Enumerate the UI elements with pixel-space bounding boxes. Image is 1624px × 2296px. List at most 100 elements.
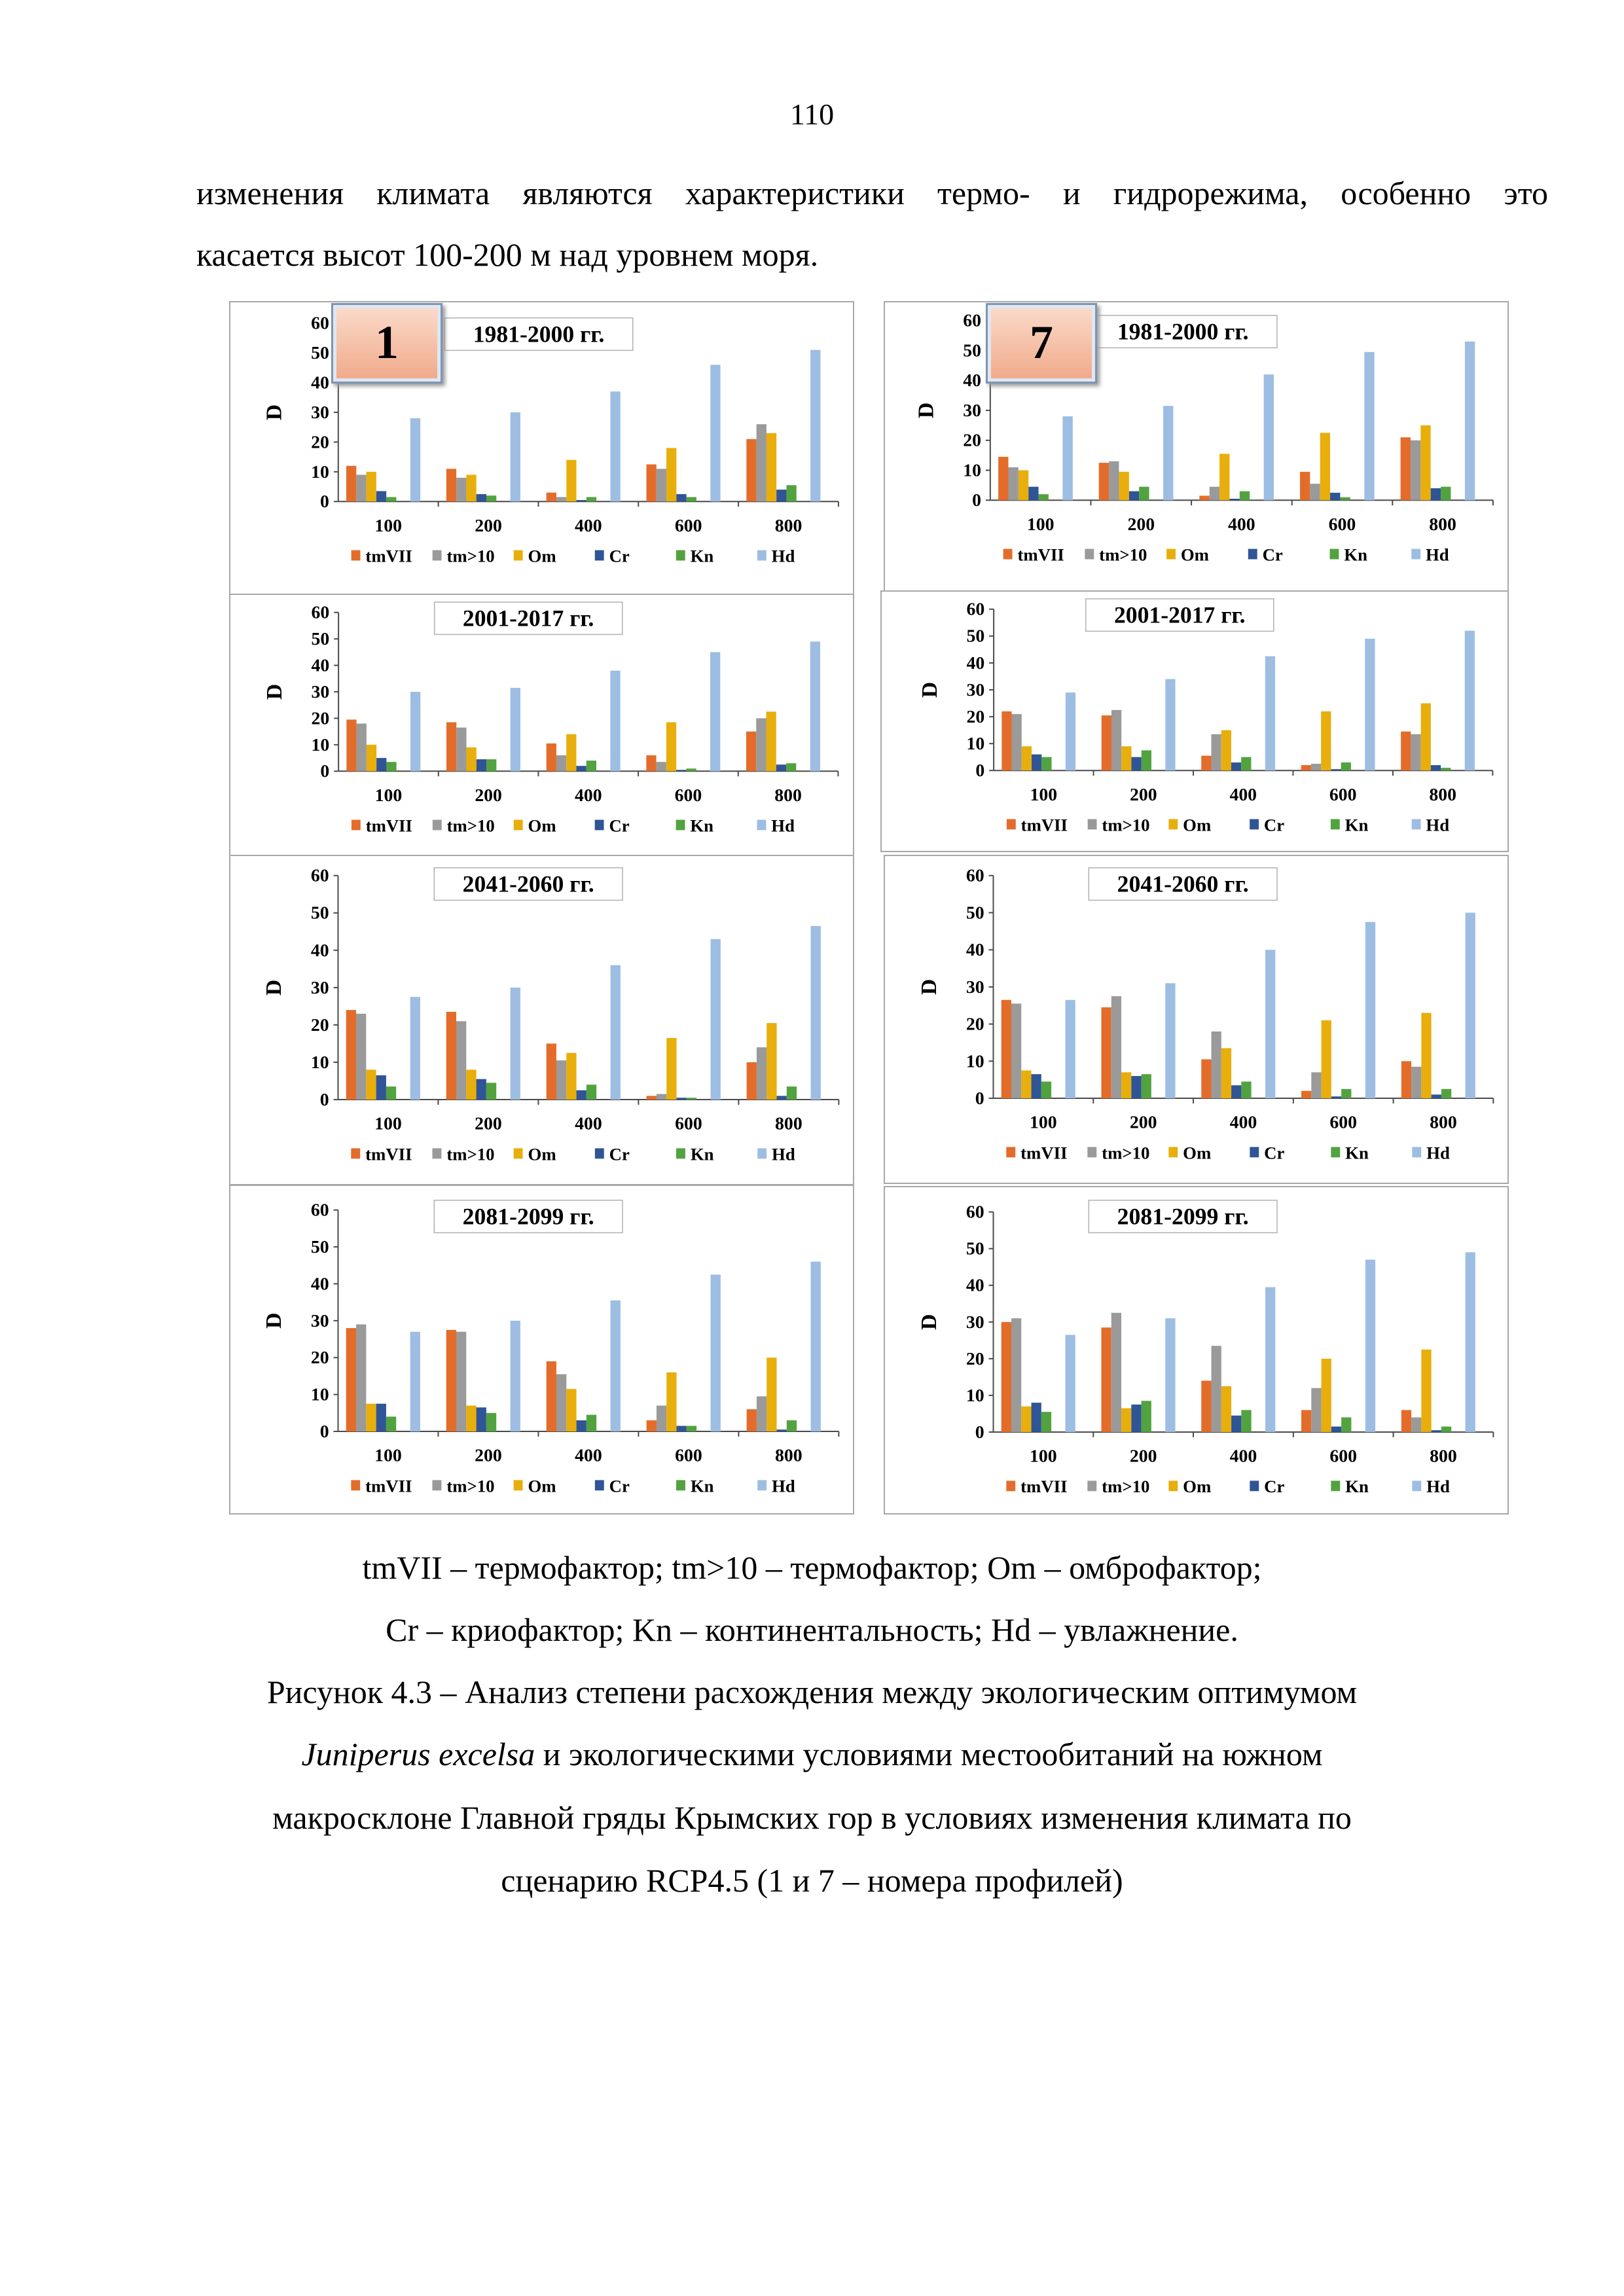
bar-tm10-100 [356,1013,367,1100]
legend-label-Cr: Cr [609,546,630,565]
legend-label-Kn: Kn [691,1144,714,1164]
chart-title-box [433,867,623,901]
legend-swatch-tmVII [1006,819,1016,830]
bar-tm10-400 [556,755,567,772]
legend-swatch-Kn [1330,819,1340,830]
y-tick-label: 50 [311,903,329,924]
legend-label-Kn: Kn [1345,1143,1369,1162]
legend-label-Om: Om [1183,1477,1211,1496]
legend-label-tm10: tm>10 [1102,1143,1149,1162]
bar-tm10-100 [1011,713,1022,771]
bar-tm10-800 [1411,1417,1422,1432]
chart-title-box [1088,1200,1278,1234]
x-tick-label: 200 [475,785,502,805]
x-tick-label: 400 [575,1446,602,1466]
y-tick-label: 30 [311,403,329,423]
legend-swatch-tmVII [1006,1480,1016,1492]
bar-Cr-800 [1430,765,1441,771]
bar-chart-8: 0 10 20 30 40 50 60 D 100 200 400 600 800 2081-2099 г… [917,1200,1494,1496]
x-tick-label: 600 [675,1114,702,1134]
x-tick-label: 400 [575,1114,602,1134]
legend-swatch-tmVII [351,819,361,831]
y-tick-label: 50 [312,628,330,649]
bar-Cr-200 [1131,757,1142,771]
bar-Om-400 [566,1052,577,1100]
bar-Om-100 [366,471,376,502]
y-axis-label: D [914,403,939,418]
y-tick-label: 40 [312,655,330,675]
bar-Cr-800 [1430,488,1441,501]
bar-Om-200 [466,1069,477,1100]
bar-Cr-200 [476,493,486,502]
bar-tm10-100 [356,1324,367,1431]
legend-label-Kn: Kn [1344,545,1367,564]
profile-badge-7: 7 [986,303,1097,384]
x-tick-label: 200 [475,1446,502,1466]
bar-Hd-600 [710,1274,721,1431]
bar-Kn-100 [1041,1081,1052,1099]
bar-Hd-800 [810,925,821,1100]
x-tick-label: 600 [675,1446,702,1466]
bar-Om-600 [666,1037,677,1100]
x-tick-label: 100 [374,1114,402,1134]
bar-Om-800 [1420,703,1431,771]
y-tick-label: 60 [312,602,330,622]
y-tick-label: 40 [963,370,981,391]
bar-Cr-400 [1231,1085,1242,1099]
legend-label-Om: Om [1181,545,1209,564]
x-tick-label: 600 [675,516,702,536]
bar-Om-200 [1119,471,1129,501]
bar-Om-800 [1420,425,1431,501]
bar-Kn-800 [786,485,797,502]
chart-panel-1: 0 10 20 30 40 50 60 D 100 200 400 600 800 1981-2000 г… [229,301,854,595]
legend-swatch-Om [1166,548,1176,560]
bar-tmVII-200 [1101,1007,1111,1099]
chart-title: 2001-2017 гг. [1114,602,1246,628]
legend-swatch-tmVII [1006,1147,1016,1158]
bar-Om-800 [766,711,776,772]
bar-Kn-100 [1041,1412,1052,1432]
y-axis-label: D [262,1313,286,1329]
bar-tmVII-800 [746,731,757,772]
y-tick-label: 20 [967,706,985,726]
bar-tmVII-100 [1001,999,1011,1099]
bar-tm10-600 [1311,1388,1322,1432]
legend-label-Cr: Cr [1264,1143,1284,1162]
bar-Hd-100 [410,418,421,502]
bar-tmVII-400 [546,1361,556,1431]
legend-label-Hd: Hd [772,1144,795,1164]
legend-label-tmVII: tmVII [1020,1143,1067,1162]
bar-Om-200 [1121,1072,1132,1099]
bar-tm10-400 [556,1060,567,1100]
bar-Om-600 [666,448,677,502]
legend-swatch-Hd [1411,548,1421,560]
bar-Om-600 [1321,711,1331,771]
profile-badge-1: 1 [331,303,442,384]
legend-swatch-Kn [1331,1147,1341,1158]
legend-label-Cr: Cr [609,1476,630,1496]
bar-Kn-400 [586,1414,597,1431]
x-tick-label: 200 [1130,784,1157,804]
bar-Cr-100 [1031,1074,1041,1099]
bar-tm10-100 [1008,467,1019,501]
bar-Cr-600 [1331,1426,1342,1432]
bar-tmVII-200 [1098,463,1110,501]
y-tick-label: 40 [311,1274,329,1294]
bar-tm10-400 [1209,486,1220,501]
caption-line-3: макросклоне Главной гряды Крымских гор в… [272,1799,1352,1836]
bar-Hd-800 [810,1261,821,1431]
legend-label-Kn: Kn [691,546,714,565]
x-tick-label: 400 [1229,784,1257,804]
legend-swatch-Kn [1331,1480,1341,1492]
bar-tmVII-200 [1101,1327,1111,1432]
chart-title: 2001-2017 гг. [463,605,594,632]
bar-Hd-800 [1465,1252,1475,1432]
legend-swatch-Hd [1412,1480,1422,1492]
bar-tm10-800 [1411,734,1421,771]
bar-Hd-600 [1365,922,1376,1099]
bar-Hd-800 [810,350,821,502]
species-name: Juniperus excelsa [301,1736,535,1772]
legend-swatch-tm10 [432,550,442,561]
bar-tmVII-400 [1199,495,1210,501]
bar-Om-800 [766,433,777,502]
